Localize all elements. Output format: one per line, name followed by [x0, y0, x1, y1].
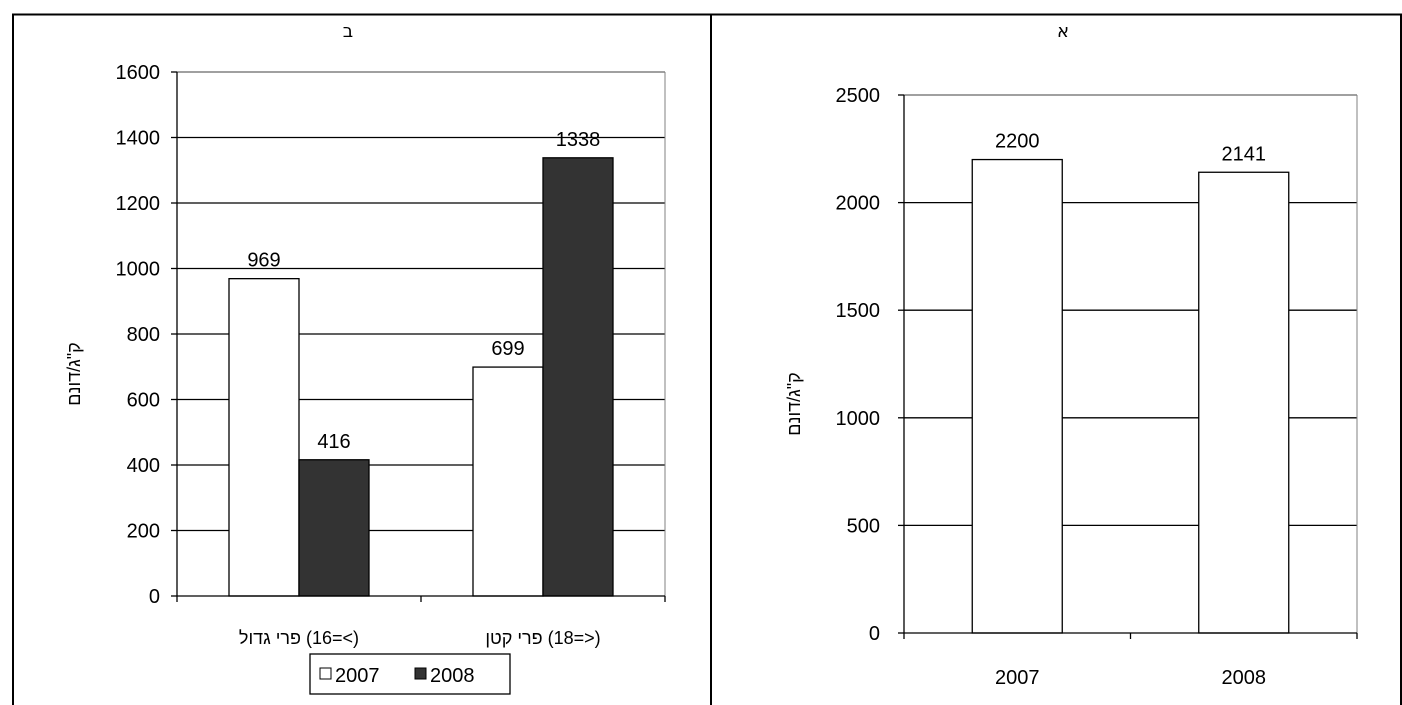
y-tick-label: 1000 [116, 259, 161, 281]
x-tick-label: (<=18) פרי קטן [485, 628, 600, 648]
y-tick-label: 0 [869, 623, 880, 645]
legend-label-2008: 2008 [430, 665, 475, 687]
bar-2008-1 [542, 157, 614, 597]
y-tick-label: 200 [127, 521, 160, 543]
y-tick-label: 0 [149, 586, 160, 608]
y-tick-label: 1000 [836, 408, 881, 430]
y-tick-label: 2000 [836, 193, 881, 215]
panel-title-left: ב [343, 21, 353, 42]
y-tick-label: 1400 [116, 128, 161, 150]
legend-label-2007: 2007 [335, 665, 380, 687]
y-tick-label: 1500 [836, 300, 881, 322]
y-axis-label: ק"ג/דונם [64, 342, 84, 405]
data-label: 2200 [995, 131, 1040, 153]
data-label: 416 [317, 431, 350, 453]
y-axis-label: ק"ג/דונם [784, 372, 804, 435]
legend-box [309, 653, 511, 695]
y-tick-label: 1600 [116, 62, 161, 84]
data-label: 699 [491, 338, 524, 360]
bar-2008-0 [298, 459, 370, 597]
bar-2007-0 [228, 278, 300, 597]
x-tick-label: (>=16) פרי גדול [239, 628, 359, 648]
data-label: 2141 [1222, 143, 1267, 165]
x-tick-label: 2007 [995, 667, 1040, 689]
data-label: 969 [247, 250, 280, 272]
y-tick-label: 800 [127, 324, 160, 346]
chart-left: 969 699 416 1338 0 200 400 600 800 1000 1200 1400 16… [64, 62, 666, 695]
y-tick-label: 400 [127, 455, 160, 477]
legend-swatch-2007 [319, 667, 332, 680]
y-tick-label: 2500 [836, 85, 881, 107]
bar-2007-1 [472, 366, 544, 597]
bar-value-1 [1198, 171, 1290, 634]
legend-swatch-2008 [414, 667, 427, 680]
chart-right: 2200 2141 0 500 1000 1500 2000 2500 2007 2008 ק"ג/… [784, 85, 1358, 689]
bar-value-0 [971, 158, 1063, 634]
data-label: 1338 [556, 129, 601, 151]
y-tick-label: 600 [127, 390, 160, 412]
y-tick-label: 500 [847, 515, 880, 537]
y-tick-label: 1200 [116, 193, 161, 215]
panel-title-right: א [1057, 21, 1069, 42]
x-tick-label: 2008 [1222, 667, 1267, 689]
